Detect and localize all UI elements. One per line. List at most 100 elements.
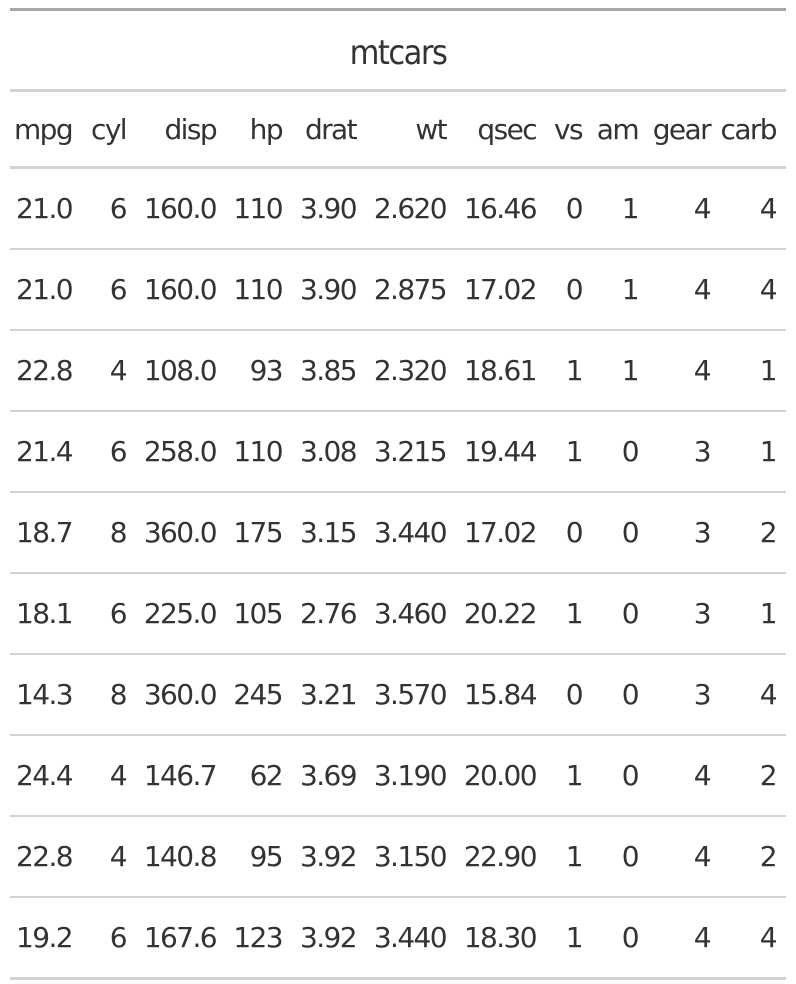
cell-am: 0 xyxy=(592,492,648,574)
cell-gear: 3 xyxy=(648,411,720,493)
cell-vs: 1 xyxy=(546,411,592,493)
cell-disp: 225.0 xyxy=(136,573,226,655)
cell-wt: 3.150 xyxy=(366,816,456,898)
cell-wt: 2.875 xyxy=(366,249,456,331)
cell-qsec: 17.02 xyxy=(456,492,546,574)
cell-qsec: 17.02 xyxy=(456,249,546,331)
cell-disp: 160.0 xyxy=(136,167,226,250)
table-row: 21.4 6 258.0 110 3.08 3.215 19.44 1 0 3 1 xyxy=(10,411,786,493)
cell-drat: 3.15 xyxy=(292,492,366,574)
cell-cyl: 6 xyxy=(82,411,136,493)
column-header-hp: hp xyxy=(226,92,292,169)
cell-drat: 3.21 xyxy=(292,654,366,736)
cell-drat: 3.69 xyxy=(292,735,366,817)
cell-qsec: 20.00 xyxy=(456,735,546,817)
cell-mpg: 19.2 xyxy=(10,897,82,980)
cell-carb: 2 xyxy=(720,735,786,817)
cell-qsec: 16.46 xyxy=(456,167,546,250)
table-row: 18.1 6 225.0 105 2.76 3.460 20.22 1 0 3 1 xyxy=(10,573,786,655)
cell-vs: 0 xyxy=(546,654,592,736)
table-row: 14.3 8 360.0 245 3.21 3.570 15.84 0 0 3 4 xyxy=(10,654,786,736)
cell-am: 1 xyxy=(592,330,648,412)
cell-qsec: 22.90 xyxy=(456,816,546,898)
column-header-carb: carb xyxy=(720,92,786,169)
cell-am: 1 xyxy=(592,167,648,250)
cell-vs: 1 xyxy=(546,816,592,898)
table-title: mtcars xyxy=(349,33,448,73)
cell-hp: 110 xyxy=(226,167,292,250)
cell-wt: 2.620 xyxy=(366,167,456,250)
cell-cyl: 4 xyxy=(82,816,136,898)
cell-qsec: 15.84 xyxy=(456,654,546,736)
cell-am: 0 xyxy=(592,816,648,898)
cell-gear: 3 xyxy=(648,654,720,736)
cell-am: 0 xyxy=(592,411,648,493)
cell-am: 0 xyxy=(592,654,648,736)
column-header-am: am xyxy=(592,92,648,169)
cell-wt: 3.190 xyxy=(366,735,456,817)
cell-disp: 160.0 xyxy=(136,249,226,331)
column-header-disp: disp xyxy=(136,92,226,169)
column-header-wt: wt xyxy=(366,92,456,169)
cell-drat: 3.92 xyxy=(292,816,366,898)
cell-cyl: 6 xyxy=(82,167,136,250)
column-header-vs: vs xyxy=(546,92,592,169)
cell-disp: 108.0 xyxy=(136,330,226,412)
cell-carb: 1 xyxy=(720,330,786,412)
cell-carb: 4 xyxy=(720,654,786,736)
column-header-cyl: cyl xyxy=(82,92,136,169)
cell-drat: 3.85 xyxy=(292,330,366,412)
column-header-drat: drat xyxy=(292,92,366,169)
cell-cyl: 4 xyxy=(82,735,136,817)
cell-am: 0 xyxy=(592,735,648,817)
cell-carb: 4 xyxy=(720,249,786,331)
table-row: 21.0 6 160.0 110 3.90 2.620 16.46 0 1 4 4 xyxy=(10,167,786,250)
cell-drat: 2.76 xyxy=(292,573,366,655)
table-body: 21.0 6 160.0 110 3.90 2.620 16.46 0 1 4 4 21.0 6 160.… xyxy=(10,167,786,980)
cell-gear: 4 xyxy=(648,816,720,898)
cell-carb: 2 xyxy=(720,816,786,898)
cell-mpg: 22.8 xyxy=(10,330,82,412)
cell-gear: 4 xyxy=(648,167,720,250)
cell-disp: 360.0 xyxy=(136,492,226,574)
cell-hp: 105 xyxy=(226,573,292,655)
cell-qsec: 18.61 xyxy=(456,330,546,412)
cell-gear: 3 xyxy=(648,492,720,574)
cell-drat: 3.90 xyxy=(292,167,366,250)
cell-mpg: 18.7 xyxy=(10,492,82,574)
cell-wt: 3.570 xyxy=(366,654,456,736)
cell-vs: 1 xyxy=(546,573,592,655)
cell-hp: 123 xyxy=(226,897,292,980)
cell-qsec: 20.22 xyxy=(456,573,546,655)
cell-mpg: 14.3 xyxy=(10,654,82,736)
cell-carb: 4 xyxy=(720,897,786,980)
cell-cyl: 8 xyxy=(82,654,136,736)
cell-mpg: 21.0 xyxy=(10,167,82,250)
cell-wt: 3.215 xyxy=(366,411,456,493)
cell-wt: 3.440 xyxy=(366,492,456,574)
cell-vs: 0 xyxy=(546,249,592,331)
cell-gear: 3 xyxy=(648,573,720,655)
table-row: 19.2 6 167.6 123 3.92 3.440 18.30 1 0 4 4 xyxy=(10,897,786,980)
cell-disp: 140.8 xyxy=(136,816,226,898)
cell-am: 1 xyxy=(592,249,648,331)
cell-gear: 4 xyxy=(648,735,720,817)
cell-disp: 258.0 xyxy=(136,411,226,493)
cell-drat: 3.90 xyxy=(292,249,366,331)
cell-cyl: 6 xyxy=(82,573,136,655)
cell-gear: 4 xyxy=(648,249,720,331)
cell-qsec: 18.30 xyxy=(456,897,546,980)
cell-gear: 4 xyxy=(648,897,720,980)
cell-hp: 110 xyxy=(226,249,292,331)
cell-hp: 110 xyxy=(226,411,292,493)
cell-cyl: 4 xyxy=(82,330,136,412)
cell-vs: 0 xyxy=(546,167,592,250)
table-row: 18.7 8 360.0 175 3.15 3.440 17.02 0 0 3 2 xyxy=(10,492,786,574)
cell-wt: 3.460 xyxy=(366,573,456,655)
table-row: 22.8 4 108.0 93 3.85 2.320 18.61 1 1 4 1 xyxy=(10,330,786,412)
cell-vs: 1 xyxy=(546,735,592,817)
cell-mpg: 18.1 xyxy=(10,573,82,655)
cell-cyl: 6 xyxy=(82,249,136,331)
cell-drat: 3.08 xyxy=(292,411,366,493)
cell-am: 0 xyxy=(592,573,648,655)
